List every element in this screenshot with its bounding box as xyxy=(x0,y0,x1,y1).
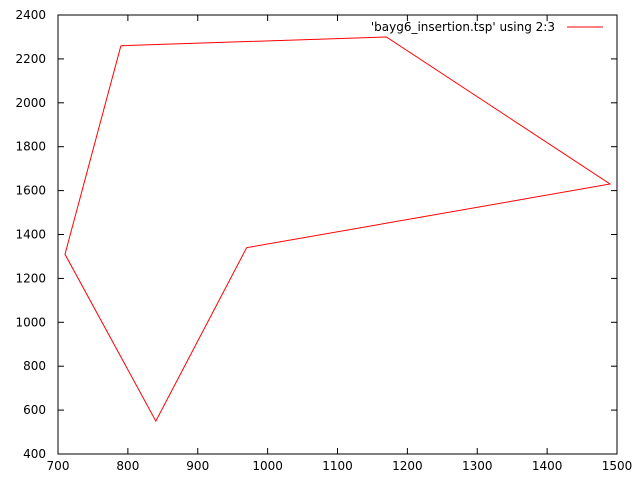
y-tick-label: 1000 xyxy=(15,315,46,329)
legend-label: 'bayg6_insertion.tsp' using 2:3 xyxy=(371,20,555,34)
y-tick-label: 1200 xyxy=(15,271,46,285)
y-tick-label: 1400 xyxy=(15,228,46,242)
y-tick-label: 600 xyxy=(23,403,46,417)
series-line-0 xyxy=(64,36,612,423)
legend: 'bayg6_insertion.tsp' using 2:3 xyxy=(371,20,603,34)
x-tick-label: 900 xyxy=(186,459,209,473)
plot-frame xyxy=(57,14,618,455)
y-tick-label: 1600 xyxy=(15,184,46,198)
x-axis-ticks: 700 800 900 1000 1100 1200 1300 1400 1500 xyxy=(47,15,633,473)
x-tick-label: 1200 xyxy=(392,459,423,473)
series-layer xyxy=(64,36,612,423)
x-tick-label: 800 xyxy=(116,459,139,473)
y-tick-label: 400 xyxy=(23,447,46,461)
x-tick-label: 1500 xyxy=(602,459,633,473)
y-axis-ticks: 400 600 800 1000 1200 1400 1600 1800 2000 2200 240… xyxy=(15,8,617,461)
x-tick-label: 1100 xyxy=(322,459,353,473)
y-tick-label: 800 xyxy=(23,359,46,373)
x-tick-label: 1400 xyxy=(532,459,563,473)
y-tick-label: 2000 xyxy=(15,96,46,110)
y-tick-label: 2400 xyxy=(15,8,46,22)
x-tick-label: 1300 xyxy=(462,459,493,473)
y-tick-label: 1800 xyxy=(15,140,46,154)
y-tick-label: 2200 xyxy=(15,52,46,66)
x-tick-label: 700 xyxy=(47,459,70,473)
x-tick-label: 1000 xyxy=(252,459,283,473)
